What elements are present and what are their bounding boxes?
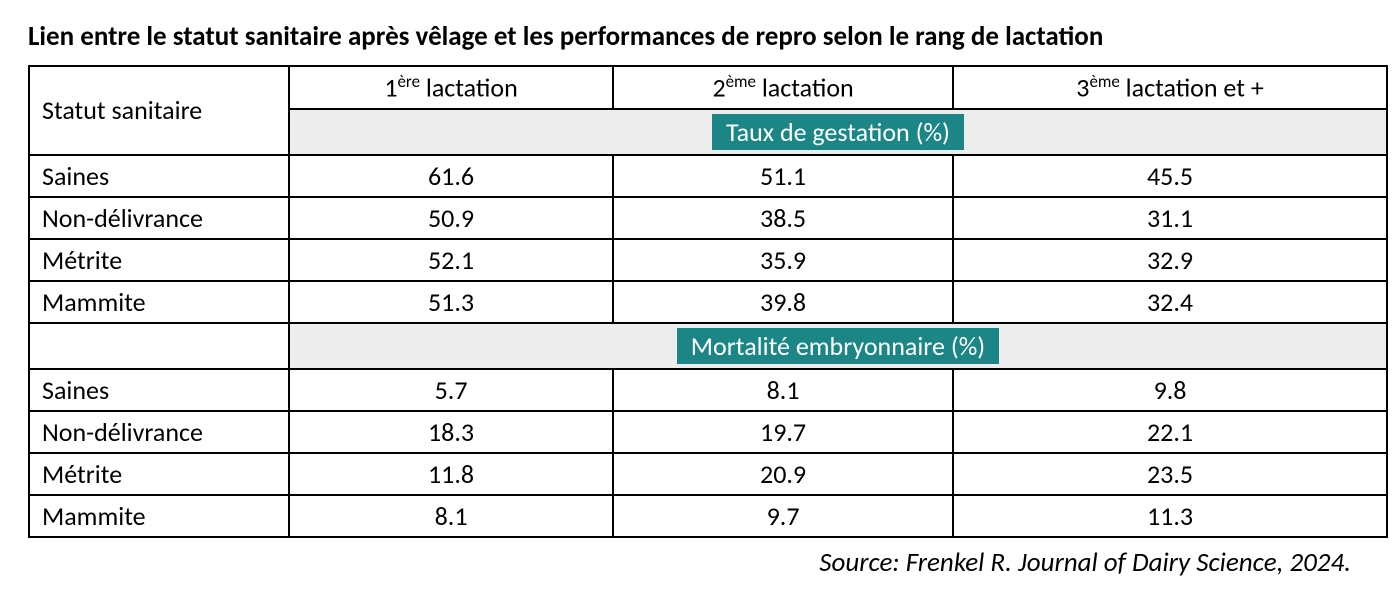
table-row: Non-délivrance 50.9 38.5 31.1: [29, 197, 1387, 239]
col-header-2-prefix: 2: [712, 72, 725, 104]
data-cell: 19.7: [613, 411, 953, 453]
data-cell: 8.1: [289, 495, 613, 537]
row-header-label: Statut sanitaire: [29, 66, 289, 155]
col-header-2-suffix: lactation: [756, 72, 854, 104]
data-cell: 38.5: [613, 197, 953, 239]
col-header-1-prefix: 1: [384, 72, 397, 104]
data-cell: 23.5: [953, 453, 1387, 495]
table-row: Métrite 11.8 20.9 23.5: [29, 453, 1387, 495]
col-header-3-suffix: lactation et +: [1120, 72, 1264, 104]
table-title: Lien entre le statut sanitaire après vêl…: [20, 20, 1375, 53]
col-header-3-prefix: 3: [1076, 72, 1089, 104]
data-cell: 61.6: [289, 155, 613, 197]
row-label: Saines: [29, 369, 289, 411]
data-cell: 32.4: [953, 281, 1387, 323]
data-cell: 31.1: [953, 197, 1387, 239]
col-header-1-suffix: lactation: [420, 72, 518, 104]
row-label: Métrite: [29, 453, 289, 495]
data-cell: 45.5: [953, 155, 1387, 197]
data-cell: 35.9: [613, 239, 953, 281]
table-row: Mammite 51.3 39.8 32.4: [29, 281, 1387, 323]
row-label: Métrite: [29, 239, 289, 281]
col-header-2-sup: ème: [726, 71, 756, 92]
table-row: Non-délivrance 18.3 19.7 22.1: [29, 411, 1387, 453]
data-cell: 9.8: [953, 369, 1387, 411]
data-cell: 32.9: [953, 239, 1387, 281]
data-cell: 18.3: [289, 411, 613, 453]
data-cell: 50.9: [289, 197, 613, 239]
row-label: Mammite: [29, 281, 289, 323]
source-citation: Source: Frenkel R. Journal of Dairy Scie…: [20, 546, 1375, 579]
section-badge-0: Taux de gestation (%): [712, 114, 964, 150]
table-row: Métrite 52.1 35.9 32.9: [29, 239, 1387, 281]
data-cell: 11.3: [953, 495, 1387, 537]
row-label: Non-délivrance: [29, 411, 289, 453]
table-row: Mammite 8.1 9.7 11.3: [29, 495, 1387, 537]
data-cell: 39.8: [613, 281, 953, 323]
data-cell: 51.1: [613, 155, 953, 197]
data-cell: 9.7: [613, 495, 953, 537]
data-cell: 22.1: [953, 411, 1387, 453]
data-cell: 11.8: [289, 453, 613, 495]
section-header-0: Taux de gestation (%): [289, 109, 1387, 155]
col-header-3: 3ème lactation et +: [953, 66, 1387, 109]
section-header-row-1: Mortalité embryonnaire (%): [29, 323, 1387, 369]
empty-row-header: [29, 323, 289, 369]
data-cell: 5.7: [289, 369, 613, 411]
data-cell: 20.9: [613, 453, 953, 495]
row-label: Saines: [29, 155, 289, 197]
table-row: Saines 5.7 8.1 9.8: [29, 369, 1387, 411]
col-header-1: 1ère lactation: [289, 66, 613, 109]
col-header-1-sup: ère: [398, 71, 420, 92]
row-label: Mammite: [29, 495, 289, 537]
section-header-1: Mortalité embryonnaire (%): [289, 323, 1387, 369]
row-label: Non-délivrance: [29, 197, 289, 239]
section-badge-1: Mortalité embryonnaire (%): [677, 328, 999, 364]
data-cell: 8.1: [613, 369, 953, 411]
data-cell: 51.3: [289, 281, 613, 323]
col-header-2: 2ème lactation: [613, 66, 953, 109]
data-cell: 52.1: [289, 239, 613, 281]
table-row: Saines 61.6 51.1 45.5: [29, 155, 1387, 197]
header-row: Statut sanitaire 1ère lactation 2ème lac…: [29, 66, 1387, 109]
data-table: Statut sanitaire 1ère lactation 2ème lac…: [28, 65, 1388, 538]
col-header-3-sup: ème: [1089, 71, 1119, 92]
